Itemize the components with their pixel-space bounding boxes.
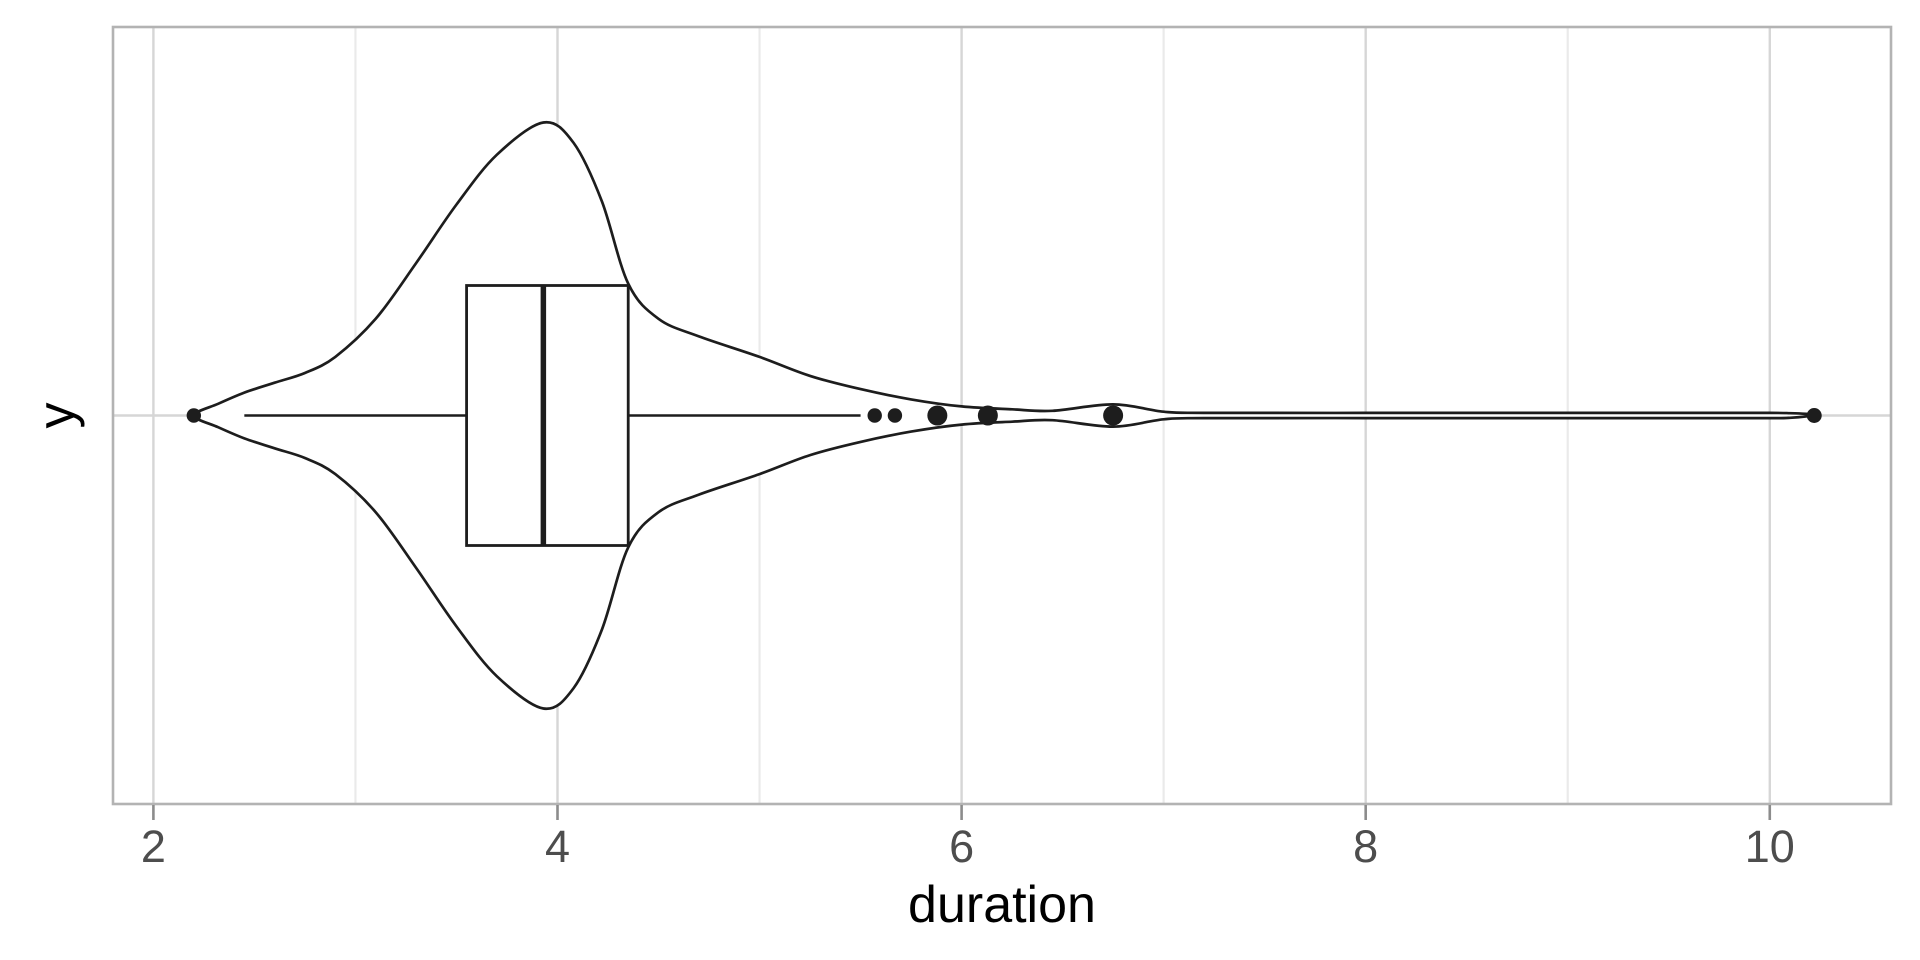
outlier-point bbox=[1806, 408, 1822, 423]
x-axis-tick-labels: 2 4 6 8 10 bbox=[141, 821, 1795, 872]
x-tick-label: 6 bbox=[949, 821, 974, 872]
x-axis-ticks bbox=[152, 805, 1772, 820]
outlier-point bbox=[1103, 405, 1124, 426]
outlier-point bbox=[927, 405, 948, 426]
outlier-point bbox=[977, 405, 998, 426]
x-axis-title: duration bbox=[908, 876, 1096, 934]
x-tick-label: 2 bbox=[141, 821, 166, 872]
x-tick-label: 8 bbox=[1353, 821, 1378, 872]
boxplot-box bbox=[465, 284, 630, 547]
outlier-point bbox=[186, 408, 202, 423]
x-tick-label: 4 bbox=[545, 821, 570, 872]
outlier-point bbox=[887, 408, 903, 423]
y-axis-title: y bbox=[28, 403, 86, 429]
outlier-point bbox=[867, 408, 882, 423]
plot-geometries bbox=[186, 120, 1822, 711]
panel-border bbox=[111, 25, 1893, 806]
x-tick-label: 10 bbox=[1745, 821, 1795, 872]
